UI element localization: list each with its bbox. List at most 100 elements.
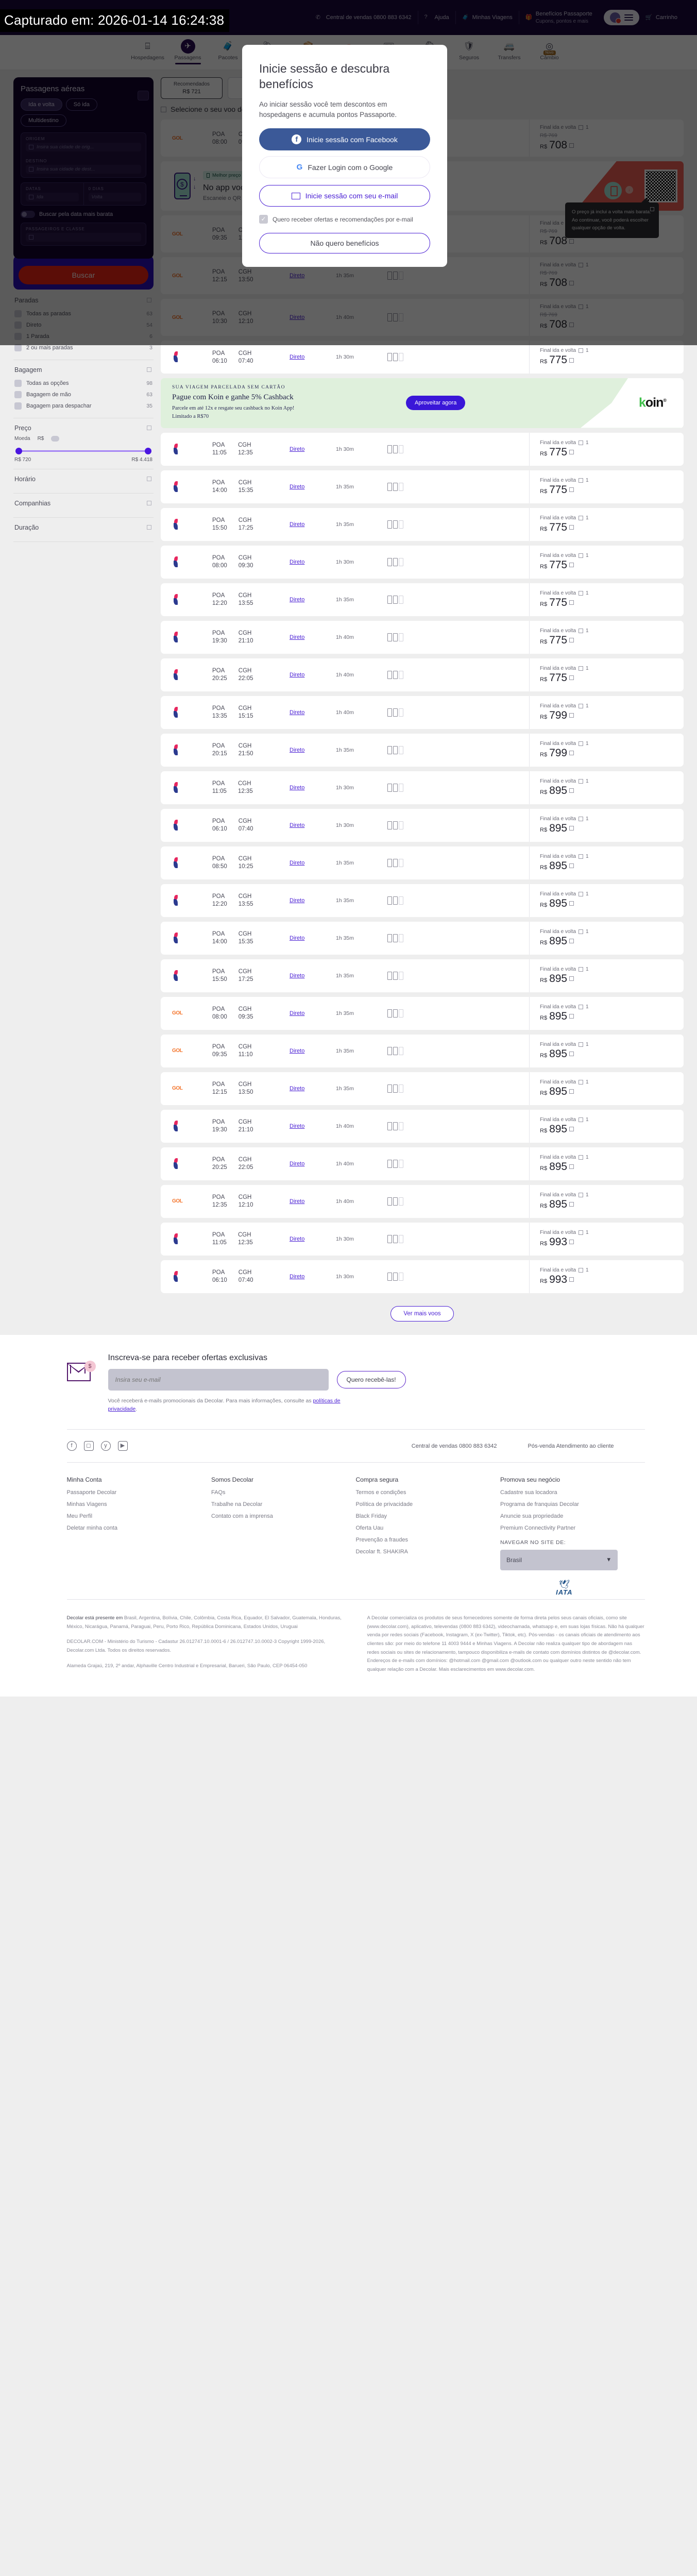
filter-option[interactable]: 2 ou mais paradas 3 <box>14 342 152 353</box>
price-info-icon[interactable] <box>569 1089 574 1094</box>
trip-tab-roundtrip[interactable]: Ida e volta <box>21 98 62 111</box>
price-info-icon[interactable] <box>569 638 574 643</box>
footer-link[interactable]: Trabalhe na Decolar <box>211 1501 263 1508</box>
info-icon[interactable] <box>579 553 584 558</box>
footer-link[interactable]: Passaporte Decolar <box>66 1489 117 1496</box>
info-icon[interactable] <box>579 1079 584 1084</box>
stops-link[interactable]: Direto <box>290 558 305 565</box>
footer-link[interactable]: Minhas Viagens <box>66 1501 107 1508</box>
footer-link[interactable]: Contato com a imprensa <box>211 1513 273 1520</box>
footer-aftersale[interactable]: Pós-venda Atendimento ao cliente <box>528 1443 614 1449</box>
stops-link[interactable]: Direto <box>290 935 305 941</box>
stops-link[interactable]: Direto <box>290 596 305 603</box>
info-icon[interactable] <box>579 1042 584 1047</box>
stops-link[interactable]: Direto <box>290 521 305 528</box>
filter-companhias[interactable]: Companhias <box>13 494 154 518</box>
price-info-icon[interactable] <box>569 358 574 363</box>
info-icon[interactable] <box>579 1192 584 1197</box>
info-icon[interactable] <box>579 1117 584 1122</box>
stops-link[interactable]: Direto <box>290 446 305 452</box>
flight-row[interactable]: POA 19:30 CGH 21:10 Direto 1h 40m Final ida e … <box>161 1109 684 1143</box>
twitter-icon[interactable]: y <box>100 1441 111 1451</box>
price-info-icon[interactable] <box>569 600 574 605</box>
info-icon[interactable] <box>579 515 584 520</box>
flight-row[interactable]: POA 08:00 CGH 09:30 Direto 1h 30m Final ida e … <box>161 545 684 579</box>
youtube-icon[interactable]: ▶ <box>117 1441 128 1451</box>
checkbox[interactable] <box>14 391 22 398</box>
header-help[interactable]: ? Ajuda <box>418 14 455 21</box>
collapse-icon[interactable] <box>147 426 151 430</box>
price-info-icon[interactable] <box>569 563 574 568</box>
stops-link[interactable]: Direto <box>290 822 305 828</box>
flight-row[interactable]: POA 08:50 CGH 10:25 Direto 1h 35m Final ida e … <box>161 846 684 879</box>
nav-item-transfers[interactable]: 🚐 Transfers <box>490 38 529 61</box>
footer-link[interactable]: Programa de franquias Decolar <box>500 1501 579 1508</box>
info-icon[interactable] <box>579 854 584 859</box>
info-icon[interactable] <box>579 741 584 746</box>
checkbox[interactable] <box>14 321 22 329</box>
slider-knob-min[interactable] <box>15 448 22 454</box>
destination-input[interactable]: Insira sua cidade de dest... <box>26 165 141 174</box>
collapse-icon[interactable] <box>147 477 151 481</box>
price-info-icon[interactable] <box>569 751 574 756</box>
footer-link[interactable]: Deletar minha conta <box>66 1525 117 1532</box>
facebook-login-button[interactable]: f Inicie sessão com Facebook <box>259 128 430 151</box>
destination-field[interactable]: DESTINO Insira sua cidade de dest... <box>21 155 146 177</box>
koin-cta-button[interactable]: Aproveitar agora <box>406 396 466 411</box>
checkbox[interactable]: ✓ <box>259 215 268 224</box>
google-login-button[interactable]: G Fazer Login com o Google <box>259 156 430 179</box>
depart-date-field[interactable]: DATAS Ida <box>21 183 83 205</box>
price-info-icon[interactable] <box>569 901 574 906</box>
flight-row[interactable]: GOL POA 12:15 CGH 13:50 Direto 1h 35m Final ida… <box>161 1072 684 1105</box>
checkbox[interactable] <box>14 380 22 387</box>
flight-row[interactable]: GOL POA 09:35 CGH 11:10 Direto 1h 35m Final ida… <box>161 1034 684 1067</box>
price-info-icon[interactable] <box>569 1014 574 1019</box>
flight-row[interactable]: POA 11:05 CGH 12:35 Direto 1h 30m Final ida e … <box>161 1222 684 1256</box>
sort-recommended[interactable]: Recomendados R$ 721 <box>161 77 223 99</box>
cart-button[interactable]: 🛒 Carrinho <box>639 14 684 21</box>
info-icon[interactable] <box>579 590 584 596</box>
checkbox[interactable] <box>14 310 22 317</box>
filter-option[interactable]: 1 Parada 6 <box>14 331 152 342</box>
info-icon[interactable] <box>579 1155 584 1160</box>
trip-tab-oneway[interactable]: Só ida <box>65 98 97 111</box>
stops-link[interactable]: Direto <box>290 897 305 904</box>
stops-link[interactable]: Direto <box>290 859 305 866</box>
filter-horario[interactable]: Horário <box>13 469 154 494</box>
trip-tab-multidestination[interactable]: Multidestino <box>21 114 66 127</box>
stops-link[interactable]: Direto <box>290 483 305 490</box>
filter-option[interactable]: Bagagem de mão 63 <box>14 389 152 400</box>
info-icon[interactable] <box>579 1267 584 1273</box>
price-info-icon[interactable] <box>569 487 574 493</box>
flight-row[interactable]: POA 15:50 CGH 17:25 Direto 1h 35m Final ida e … <box>161 959 684 992</box>
info-icon[interactable] <box>579 929 584 934</box>
flight-row[interactable]: POA 11:05 CGH 12:35 Direto 1h 30m Final ida e … <box>161 771 684 804</box>
info-icon[interactable] <box>579 1004 584 1009</box>
footer-link[interactable]: Termos e condições <box>355 1489 406 1496</box>
footer-link[interactable]: Prevenção a fraudes <box>355 1537 409 1544</box>
info-icon[interactable] <box>579 891 584 896</box>
collapse-icon[interactable] <box>147 501 151 505</box>
stops-link[interactable]: Direto <box>290 709 305 716</box>
price-info-icon[interactable] <box>569 939 574 944</box>
search-button[interactable]: Buscar <box>19 266 148 284</box>
price-info-icon[interactable] <box>569 322 574 327</box>
passengers-field[interactable]: PASSAGEIROS E CLASSE <box>21 223 146 246</box>
filter-option[interactable]: Bagagem para despachar 35 <box>14 400 152 412</box>
flight-row[interactable]: POA 13:35 CGH 15:15 Direto 1h 40m Final ida e … <box>161 696 684 729</box>
info-icon[interactable] <box>579 666 584 671</box>
info-icon[interactable] <box>579 816 584 821</box>
collapse-icon[interactable] <box>147 525 151 530</box>
nav-item-seguros[interactable]: 🛡 Seguros <box>450 38 488 61</box>
info-icon[interactable] <box>579 628 584 633</box>
collapse-icon[interactable] <box>147 298 151 302</box>
stops-link[interactable]: Direto <box>290 747 305 753</box>
info-icon[interactable] <box>579 478 584 483</box>
stops-link[interactable]: Direto <box>290 634 305 640</box>
header-benefits[interactable]: 🎁 Benefícios Passaporte Cupons, pontos e… <box>519 10 599 25</box>
country-select[interactable]: Brasil <box>500 1550 618 1571</box>
footer-sales-phone[interactable]: Central de vendas 0800 883 6342 <box>411 1443 497 1449</box>
footer-link[interactable]: Política de privacidade <box>355 1501 413 1508</box>
flight-row[interactable]: POA 12:20 CGH 13:55 Direto 1h 35m Final ida e … <box>161 583 684 616</box>
filter-duracao[interactable]: Duração <box>13 518 154 542</box>
